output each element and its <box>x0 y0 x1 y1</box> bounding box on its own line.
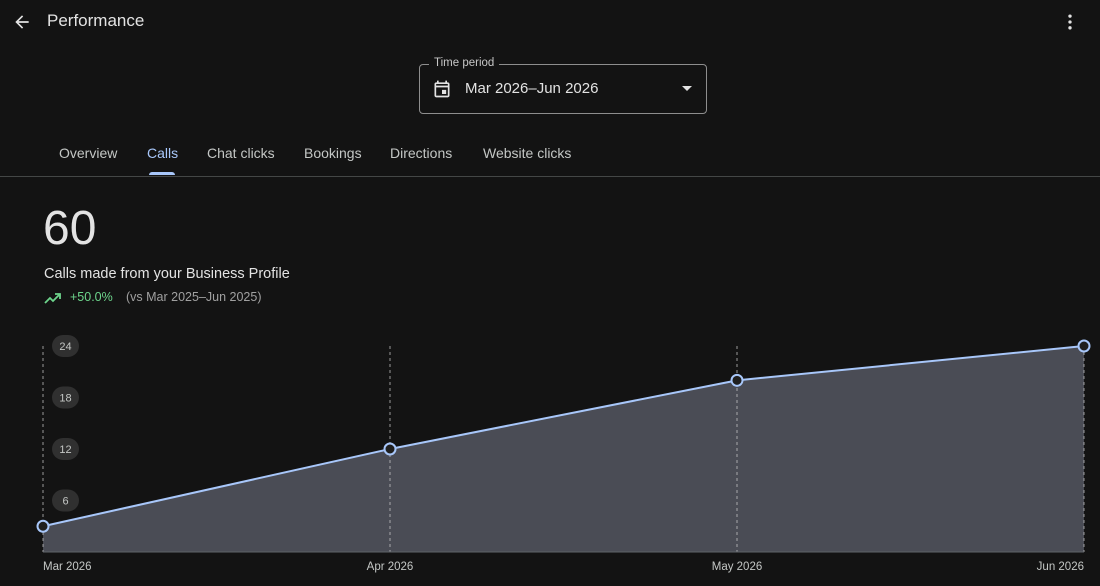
ytick-label-24: 24 <box>59 341 71 353</box>
tab-calls[interactable]: Calls <box>147 145 179 161</box>
dropdown-caret-icon <box>682 86 692 91</box>
chart-point-3[interactable] <box>1077 339 1091 353</box>
chart-point-0[interactable] <box>36 519 50 533</box>
active-tab-indicator <box>149 172 175 175</box>
chart-series-line <box>42 345 1085 528</box>
trend-percentage: +50.0% <box>70 290 113 304</box>
tab-bookings[interactable]: Bookings <box>304 145 362 161</box>
time-period-select[interactable]: Time period Mar 2026–Jun 2026 <box>419 57 707 114</box>
trending-up-icon <box>44 293 61 304</box>
ytick-chip-24 <box>52 335 79 357</box>
ytick-label-12: 12 <box>59 444 71 456</box>
ytick-label-18: 18 <box>59 393 71 405</box>
ytick-chip-6 <box>52 489 79 512</box>
xtick-label-0: Mar 2026 <box>43 561 92 573</box>
ytick-chip-12 <box>52 438 79 460</box>
arrow-back-icon <box>15 15 29 29</box>
calendar-icon <box>434 80 450 98</box>
metric-caption: Calls made from your Business Profile <box>44 266 290 282</box>
xtick-label-2: May 2026 <box>712 561 763 573</box>
tab-website-clicks[interactable]: Website clicks <box>483 145 572 161</box>
tab-directions[interactable]: Directions <box>390 145 453 161</box>
time-period-label: Time period <box>429 57 500 69</box>
ytick-chip-18 <box>52 386 79 409</box>
chart-point-1[interactable] <box>383 442 397 456</box>
xtick-label-1: Apr 2026 <box>367 561 414 573</box>
metric-value: 60 <box>43 202 97 255</box>
more-options-button[interactable] <box>1056 8 1084 36</box>
back-button[interactable] <box>8 8 36 36</box>
more-vert-icon <box>1068 14 1072 30</box>
time-period-value: Mar 2026–Jun 2026 <box>465 80 599 97</box>
tab-chat-clicks[interactable]: Chat clicks <box>207 145 275 161</box>
xtick-label-3: Jun 2026 <box>1037 561 1084 573</box>
chart-point-2[interactable] <box>730 373 744 387</box>
page-title: Performance <box>47 11 145 30</box>
trend-comparison: (vs Mar 2025–Jun 2025) <box>126 290 262 304</box>
metric-tabs: Overview Calls Chat clicks Bookings Dire… <box>0 136 1100 177</box>
tab-overview[interactable]: Overview <box>59 145 118 161</box>
ytick-label-6: 6 <box>62 496 68 508</box>
chart-area-fill <box>43 346 1084 552</box>
